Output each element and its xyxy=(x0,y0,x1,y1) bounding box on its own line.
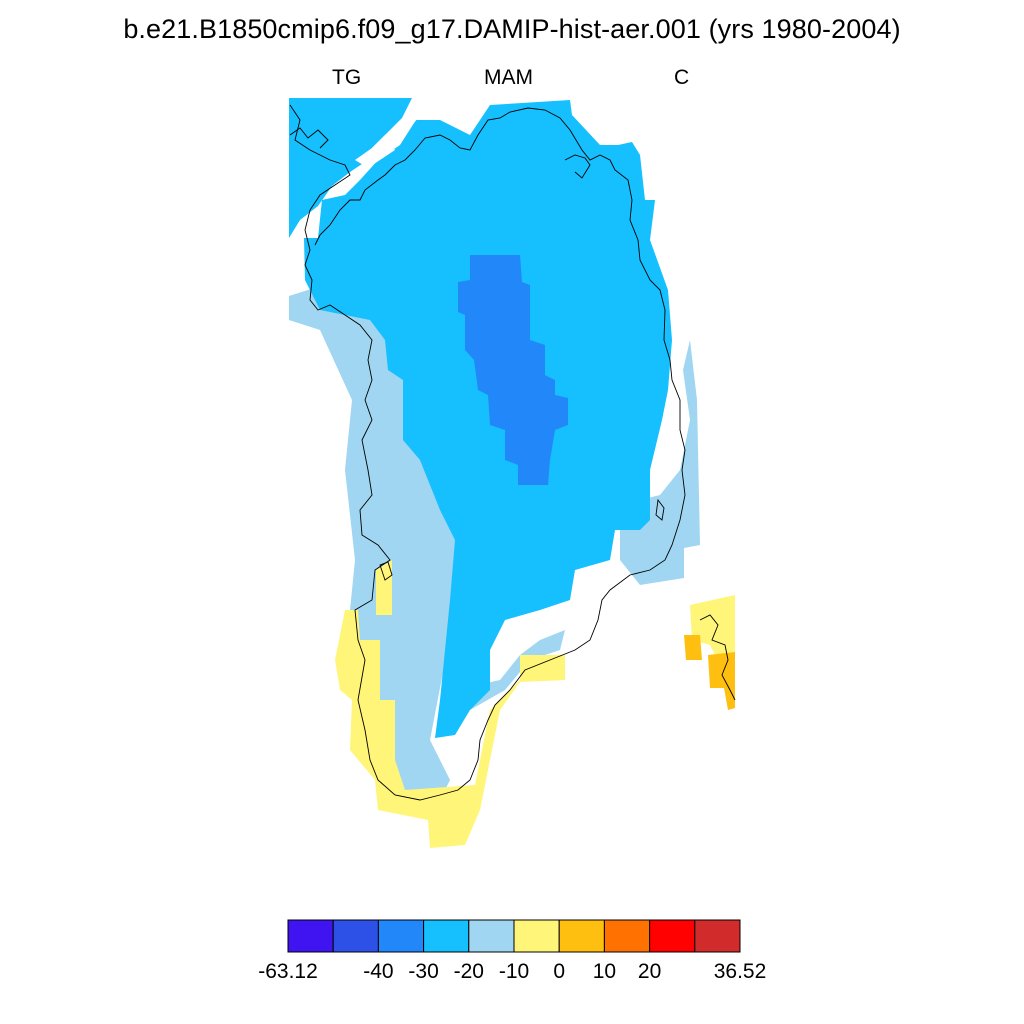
greenland-temperature-map xyxy=(289,98,736,848)
region-0-to-10-east-island xyxy=(690,595,735,665)
colorbar-tick-label: 36.52 xyxy=(713,960,767,983)
colorbar-tick-label: 20 xyxy=(637,960,662,983)
region-10-to-20-b xyxy=(708,652,735,710)
colorbar-tick-label: 10 xyxy=(592,960,617,983)
colorbar-bin xyxy=(423,919,470,953)
colorbar-tick-label: 0 xyxy=(553,960,566,983)
region-0-to-10-small xyxy=(376,560,392,615)
coastline xyxy=(289,104,736,801)
colorbar-bin xyxy=(649,919,696,953)
region-minus20-to-minus10-main xyxy=(304,100,672,738)
region-0-to-10-southwest xyxy=(335,610,565,848)
colorbar-tick-label: -30 xyxy=(408,960,439,983)
colorbar-tick-label: -10 xyxy=(498,960,530,983)
colorbar-bin xyxy=(603,919,651,953)
colorbar-bin xyxy=(332,919,379,953)
colorbar-bin xyxy=(468,919,515,953)
region-10-to-20-a xyxy=(684,635,702,660)
region-minus20-to-minus10-northwest xyxy=(289,98,412,238)
colorbar-bin xyxy=(287,919,334,953)
region-minus30-to-minus20 xyxy=(458,255,568,485)
units-label: C xyxy=(674,66,690,89)
gap-north-a xyxy=(390,105,418,140)
colorbar-tick-label: -40 xyxy=(363,960,394,983)
colorbar-tick-label: -63.12 xyxy=(258,960,318,983)
colorbar-bin xyxy=(694,919,741,953)
variable-label: TG xyxy=(332,66,362,89)
colorbar-tick-label: -20 xyxy=(453,960,484,983)
season-label: MAM xyxy=(484,66,533,89)
colorbar-bin xyxy=(558,919,605,953)
colorbar-bin xyxy=(513,919,560,953)
plot-title: b.e21.B1850cmip6.f09_g17.DAMIP-hist-aer.… xyxy=(123,14,901,44)
gap-north-b xyxy=(355,135,395,168)
colorbar-bin xyxy=(377,919,425,953)
